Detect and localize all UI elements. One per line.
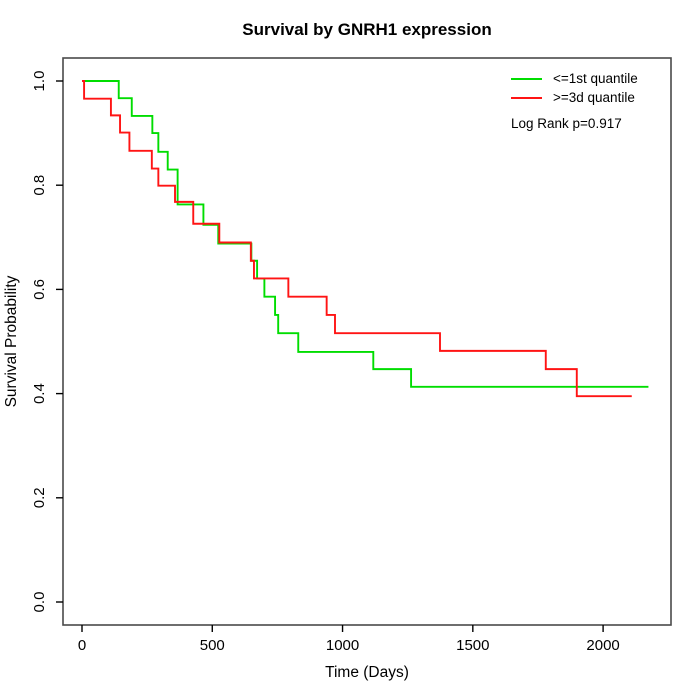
y-axis-tick-label: 0.8	[31, 175, 48, 196]
km-curve-third-quantile	[82, 80, 632, 398]
red-line-swatch	[511, 96, 542, 99]
legend-label-first-quantile: <=1st quantile	[553, 71, 638, 86]
green-line-swatch	[511, 77, 542, 80]
y-axis-tick-label: 1.0	[31, 71, 48, 92]
x-axis-tick-label: 0	[78, 637, 86, 654]
y-axis-tick-label: 0.4	[31, 383, 48, 404]
km-curve-first-quantile	[82, 80, 649, 388]
legend: <=1st quantile >=3d quantile Log Rank p=…	[511, 69, 638, 131]
legend-item-first-quantile: <=1st quantile	[511, 69, 638, 88]
y-axis-tick-label: 0.0	[31, 592, 48, 613]
log-rank-annotation: Log Rank p=0.917	[511, 116, 622, 131]
x-axis-tick-label: 1000	[326, 637, 359, 654]
chart-title: Survival by GNRH1 expression	[242, 20, 492, 39]
y-axis-label: Survival Probability	[3, 275, 20, 407]
x-axis-label: Time (Days)	[325, 664, 409, 681]
legend-label-third-quantile: >=3d quantile	[553, 90, 635, 105]
plot-box	[62, 57, 672, 626]
y-axis-tick-label: 0.6	[31, 279, 48, 300]
legend-item-third-quantile: >=3d quantile	[511, 88, 638, 107]
x-axis-tick-label: 1500	[456, 637, 489, 654]
x-axis-tick-label: 500	[200, 637, 225, 654]
y-axis-tick-label: 0.2	[31, 487, 48, 508]
x-axis-tick-label: 2000	[586, 637, 619, 654]
